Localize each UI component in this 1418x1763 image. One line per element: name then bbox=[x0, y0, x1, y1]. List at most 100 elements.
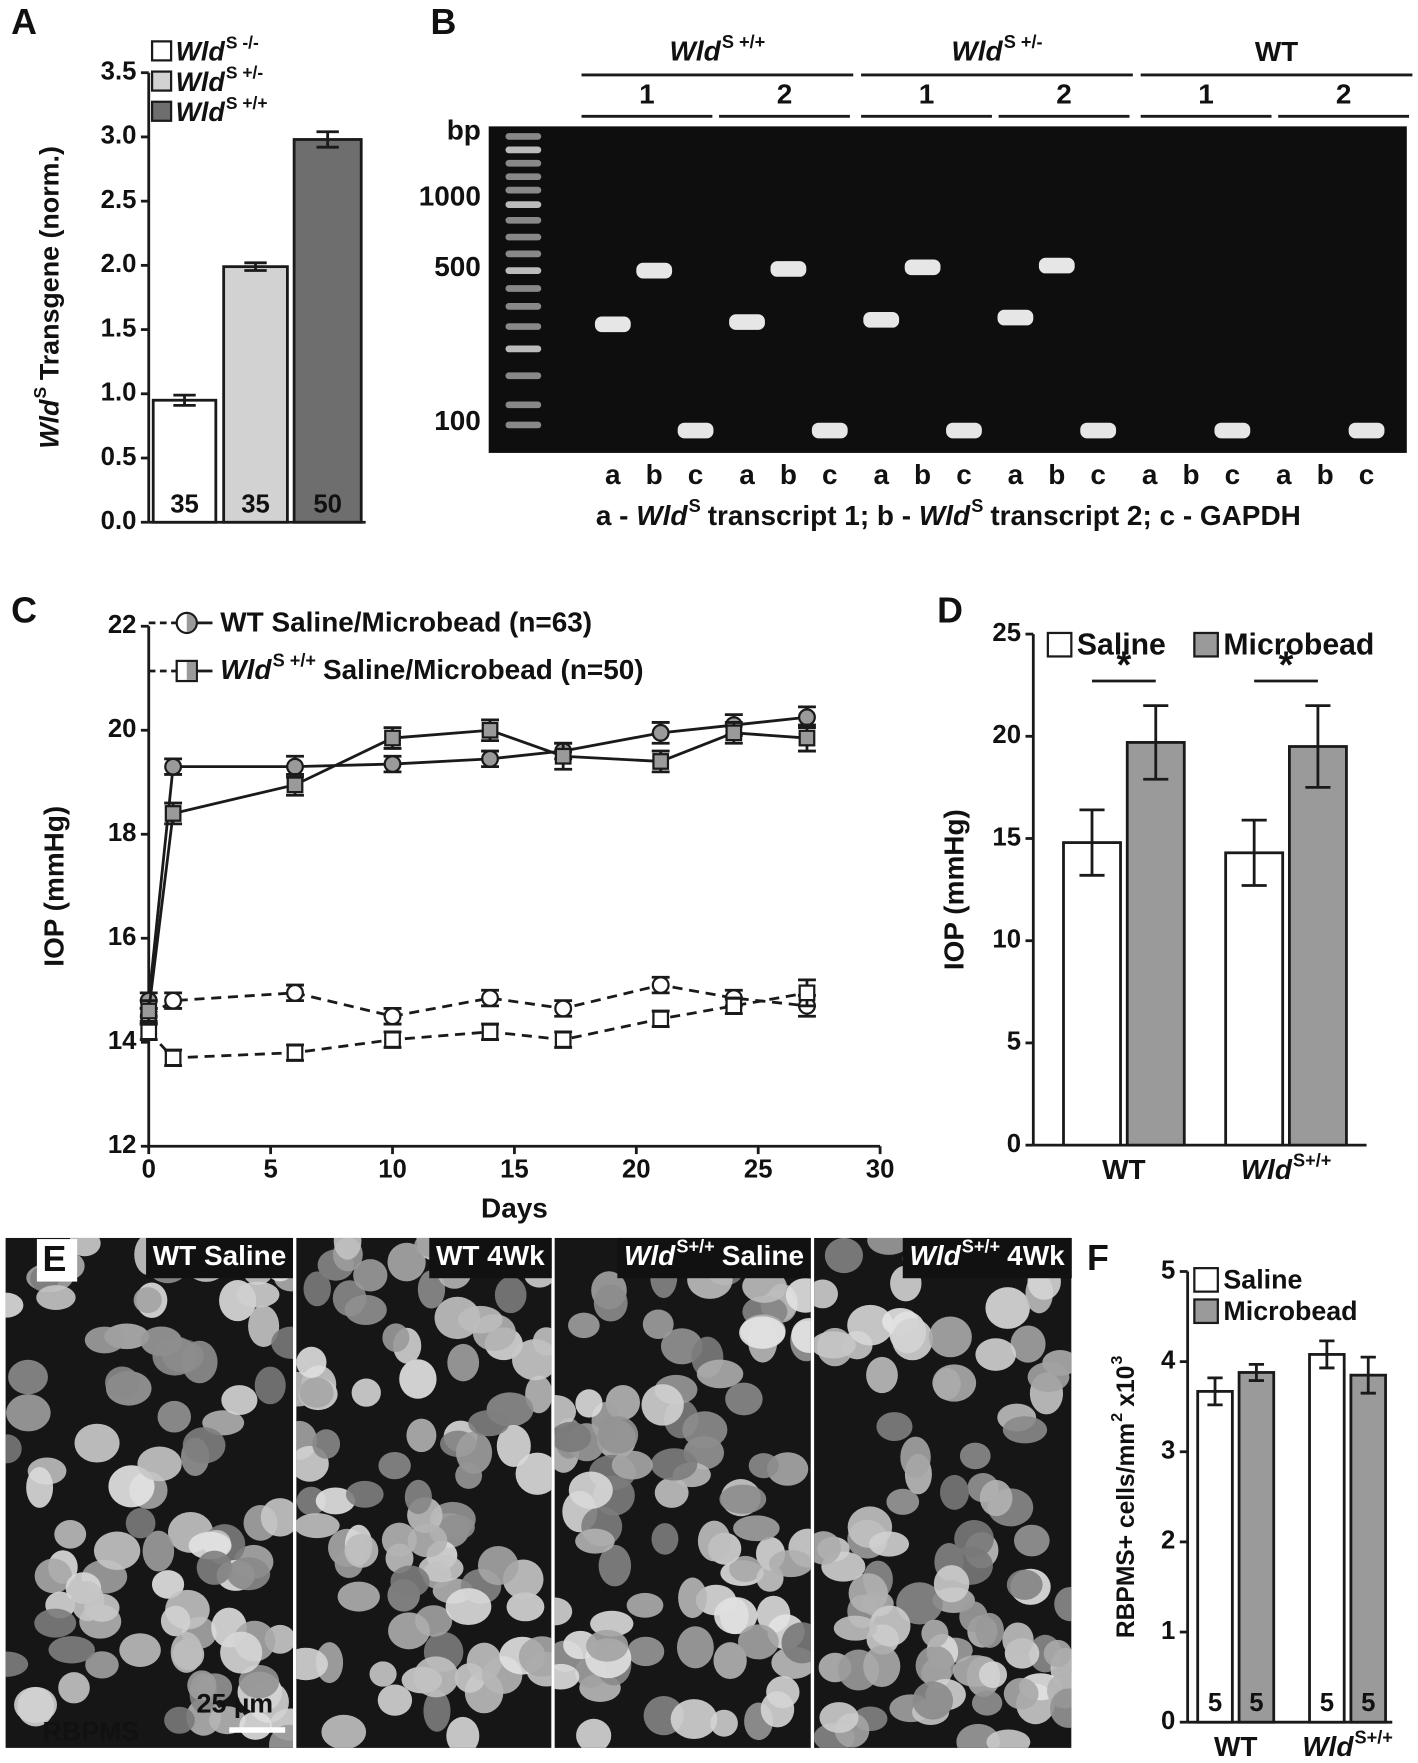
cell bbox=[248, 1305, 280, 1347]
cell bbox=[299, 1377, 334, 1408]
lane-label: b bbox=[780, 459, 797, 490]
bar bbox=[1125, 741, 1186, 1147]
cell bbox=[575, 1528, 615, 1554]
sample-label: 1 bbox=[639, 79, 655, 110]
cell bbox=[593, 1284, 628, 1322]
cell bbox=[848, 1573, 888, 1614]
cell bbox=[164, 1706, 195, 1734]
cell bbox=[220, 1631, 263, 1674]
cell bbox=[959, 1442, 991, 1470]
text-part: Wld bbox=[636, 500, 688, 531]
ladder-band bbox=[505, 159, 542, 167]
text-part: Wld bbox=[176, 97, 226, 127]
cell bbox=[5, 1651, 29, 1677]
cell bbox=[932, 1364, 977, 1402]
cell bbox=[125, 1508, 156, 1539]
x-tick-label: 0 bbox=[142, 1156, 156, 1184]
legend-label: Saline bbox=[1077, 628, 1166, 661]
lane-label: c bbox=[956, 459, 972, 490]
cell bbox=[351, 1378, 381, 1407]
cell bbox=[650, 1448, 698, 1481]
series-line bbox=[147, 715, 808, 1001]
legend-swatch bbox=[150, 70, 173, 92]
cell bbox=[737, 1624, 779, 1660]
lane-label: a bbox=[1142, 459, 1158, 490]
cell bbox=[1043, 1639, 1072, 1668]
cell bbox=[869, 1605, 911, 1647]
series-line bbox=[147, 728, 808, 1012]
text-part: RBPMS+ cells/mm bbox=[1113, 1423, 1140, 1638]
cell bbox=[896, 1582, 943, 1625]
ladder-band bbox=[505, 372, 542, 380]
cell bbox=[1013, 1524, 1050, 1557]
lane-label: a bbox=[1008, 459, 1024, 490]
point bbox=[140, 1023, 158, 1041]
y-tick-label: 20 bbox=[992, 721, 1021, 749]
cell bbox=[676, 1626, 714, 1669]
cell bbox=[1027, 1362, 1070, 1392]
gel-image bbox=[488, 126, 1407, 453]
panel-label: B bbox=[431, 2, 457, 42]
gel-band bbox=[1038, 257, 1075, 274]
ladder-band bbox=[505, 186, 542, 194]
cell bbox=[590, 1610, 634, 1637]
cell bbox=[876, 1412, 913, 1442]
cell bbox=[814, 1279, 838, 1309]
cell bbox=[151, 1570, 185, 1599]
bar bbox=[1062, 841, 1122, 1147]
error-bar bbox=[1241, 818, 1267, 887]
text-part: S +/+ bbox=[273, 650, 316, 670]
cell bbox=[814, 1531, 842, 1565]
y-axis-label: IOP (mmHg) bbox=[38, 806, 69, 967]
cell bbox=[575, 1389, 603, 1418]
cell bbox=[626, 1592, 664, 1618]
point bbox=[481, 721, 499, 739]
text-part: WT bbox=[1214, 1731, 1257, 1762]
point bbox=[164, 757, 183, 776]
y-axis-label: RBPMS+ cells/mm2 x10 3 bbox=[1109, 1355, 1140, 1638]
stain-label: RBPMS bbox=[42, 1716, 139, 1746]
text-part: Wld bbox=[1302, 1731, 1354, 1762]
cell bbox=[742, 1270, 787, 1303]
label-bg bbox=[617, 1237, 811, 1279]
cell bbox=[760, 1691, 795, 1728]
cell bbox=[48, 1636, 95, 1664]
ladder-band bbox=[505, 201, 542, 209]
lane-label: c bbox=[1090, 459, 1106, 490]
cell bbox=[891, 1318, 934, 1361]
point bbox=[383, 1007, 402, 1026]
cell bbox=[866, 1356, 898, 1394]
point bbox=[286, 1044, 304, 1062]
cell bbox=[417, 1270, 446, 1309]
n-label: 50 bbox=[313, 490, 342, 518]
text-part: 2 bbox=[1109, 1413, 1126, 1422]
point bbox=[798, 984, 816, 1002]
x-tick-label: WldS+/+ bbox=[1241, 1150, 1332, 1185]
cell bbox=[58, 1672, 90, 1704]
n-label: 5 bbox=[1208, 1689, 1222, 1717]
error-bar bbox=[1360, 1355, 1376, 1395]
cell bbox=[142, 1530, 175, 1572]
point bbox=[725, 997, 743, 1015]
cell bbox=[651, 1523, 679, 1555]
error-bar bbox=[244, 261, 267, 272]
cell bbox=[378, 1451, 411, 1480]
cell bbox=[1002, 1416, 1048, 1444]
point bbox=[554, 999, 573, 1018]
gel-band bbox=[1080, 422, 1117, 439]
bar bbox=[1308, 1353, 1346, 1724]
cell bbox=[978, 1661, 1008, 1688]
lane-label: c bbox=[688, 459, 704, 490]
cell bbox=[34, 1558, 72, 1594]
error-bar bbox=[1207, 1376, 1223, 1407]
y-tick-label: 12 bbox=[108, 1131, 137, 1159]
cell bbox=[494, 1276, 527, 1314]
y-tick-label: 0 bbox=[1007, 1130, 1021, 1158]
legend-swatch bbox=[1193, 631, 1219, 658]
unit-label: bp bbox=[447, 114, 481, 145]
panel-label: A bbox=[11, 2, 37, 42]
cell bbox=[34, 1608, 77, 1638]
cell bbox=[187, 1670, 217, 1701]
cell bbox=[303, 1271, 331, 1307]
ladder-band bbox=[505, 173, 542, 181]
